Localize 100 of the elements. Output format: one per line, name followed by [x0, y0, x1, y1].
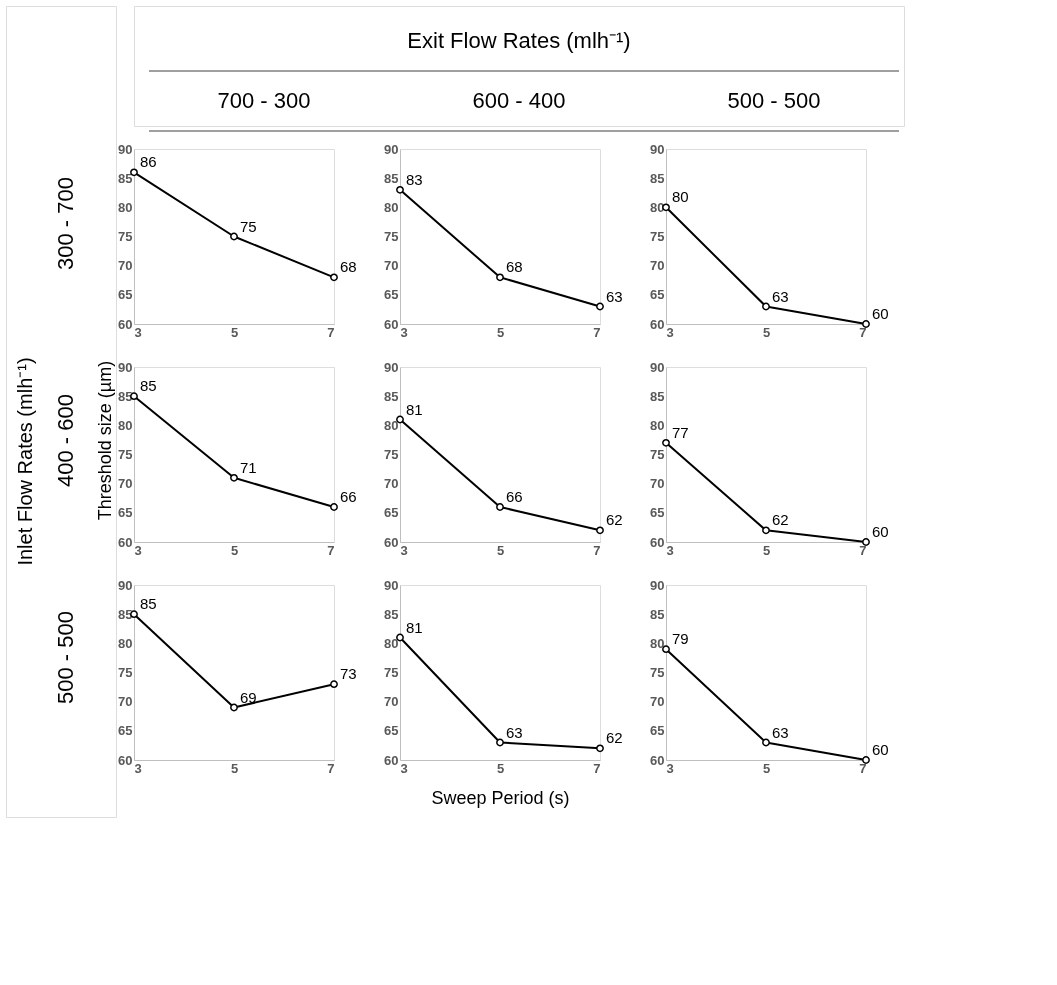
- y-tick-label: 90: [384, 141, 399, 157]
- y-tick-label: 70: [650, 258, 665, 274]
- x-tick-label: 7: [327, 324, 335, 340]
- data-label: 63: [506, 723, 523, 741]
- text: 500 - 500: [53, 611, 78, 704]
- y-tick-label: 60: [118, 752, 133, 768]
- y-tick-label: 75: [118, 229, 133, 244]
- point: [862, 538, 870, 546]
- y-tick-label: 60: [384, 752, 399, 768]
- y-tick-label: 80: [384, 199, 399, 215]
- x-tick-label: 5: [762, 324, 771, 340]
- data-label: 86: [140, 153, 157, 171]
- y-tick-label: 65: [650, 505, 665, 521]
- y-axis-title: Threshold size (µm): [95, 360, 115, 521]
- x-tick-label: 3: [134, 760, 142, 776]
- x-tick-label: 5: [496, 760, 505, 776]
- text: Inlet Flow Rates (mlh⁻¹): [14, 357, 36, 566]
- point: [862, 320, 870, 328]
- y-tick-label: 85: [650, 606, 665, 622]
- x-tick-label: 5: [496, 324, 505, 340]
- data-label: 60: [872, 523, 889, 540]
- y-tick-label: 70: [650, 476, 665, 492]
- y-tick-label: 90: [384, 359, 399, 375]
- point: [230, 232, 238, 241]
- y-tick-label: 60: [384, 534, 399, 550]
- y-tick-label: 75: [650, 447, 665, 462]
- point: [596, 302, 604, 311]
- x-tick-label: 5: [762, 760, 771, 776]
- y-tick-label: 80: [118, 635, 133, 651]
- y-tick-label: 60: [650, 316, 665, 332]
- data-label: 75: [240, 217, 257, 235]
- y-tick-label: 60: [650, 534, 665, 550]
- data-label: 66: [340, 488, 357, 505]
- y-tick-label: 85: [118, 170, 133, 186]
- data-label: 79: [672, 630, 689, 648]
- x-tick-label: 7: [859, 760, 867, 776]
- y-tick-label: 85: [384, 606, 399, 622]
- y-tick-label: 65: [650, 287, 665, 303]
- y-tick-label: 75: [384, 229, 399, 244]
- y-tick-label: 90: [650, 359, 665, 375]
- y-tick-label: 65: [118, 287, 133, 303]
- x-tick-label: 7: [859, 324, 867, 340]
- data-label: 68: [340, 258, 357, 276]
- x-tick-label: 5: [230, 542, 239, 558]
- point: [762, 302, 770, 311]
- data-label: 71: [240, 458, 257, 476]
- data-label: 73: [340, 665, 357, 683]
- x-tick-label: 3: [666, 542, 674, 558]
- point: [762, 738, 770, 747]
- x-tick-label: 3: [400, 542, 408, 558]
- y-tick-label: 60: [118, 534, 133, 550]
- x-tick-label: 3: [666, 324, 674, 340]
- point: [396, 633, 404, 642]
- data-label: 81: [406, 400, 423, 418]
- data-label: 62: [606, 511, 623, 529]
- y-tick-label: 85: [384, 170, 399, 186]
- x-axis-title: Sweep Period (s): [431, 787, 570, 808]
- y-tick-label: 60: [650, 752, 665, 768]
- data-label: 60: [872, 305, 889, 322]
- data-label: 63: [772, 723, 789, 741]
- data-label: 62: [606, 729, 623, 747]
- data-label: 80: [672, 188, 689, 206]
- y-tick-label: 75: [384, 665, 399, 680]
- x-tick-label: 7: [593, 760, 601, 776]
- y-tick-label: 65: [118, 505, 133, 521]
- y-tick-label: 60: [384, 316, 399, 332]
- x-tick-label: 7: [593, 324, 601, 340]
- point: [662, 645, 670, 654]
- y-tick-label: 60: [118, 316, 133, 332]
- y-tick-label: 90: [118, 577, 133, 593]
- y-tick-label: 65: [384, 287, 399, 303]
- y-tick-label: 75: [650, 229, 665, 244]
- point: [762, 526, 770, 535]
- x-tick-label: 7: [593, 542, 601, 558]
- y-tick-label: 85: [650, 170, 665, 186]
- y-tick-label: 85: [118, 606, 133, 622]
- y-tick-label: 65: [118, 723, 133, 739]
- y-tick-label: 70: [384, 476, 399, 492]
- data-label: 63: [606, 287, 623, 305]
- y-tick-label: 80: [650, 635, 665, 651]
- point: [662, 438, 670, 447]
- data-label: 85: [140, 377, 157, 395]
- data-label: 77: [672, 423, 689, 441]
- y-tick-label: 85: [384, 388, 399, 404]
- y-tick-label: 75: [650, 665, 665, 680]
- data-label: 83: [406, 170, 423, 188]
- point: [396, 185, 404, 194]
- text: Exit Flow Rates (mlh⁻¹): [407, 28, 631, 53]
- x-tick-label: 5: [230, 324, 239, 340]
- y-tick-label: 70: [650, 694, 665, 710]
- x-tick-label: 3: [134, 324, 142, 340]
- y-tick-label: 75: [384, 447, 399, 462]
- y-tick-label: 85: [118, 388, 133, 404]
- y-tick-label: 70: [118, 694, 133, 710]
- point: [496, 738, 504, 747]
- y-tick-label: 70: [118, 258, 133, 274]
- text: 300 - 700: [53, 177, 78, 270]
- y-tick-label: 70: [384, 694, 399, 710]
- y-tick-label: 80: [650, 417, 665, 433]
- x-tick-label: 5: [762, 542, 771, 558]
